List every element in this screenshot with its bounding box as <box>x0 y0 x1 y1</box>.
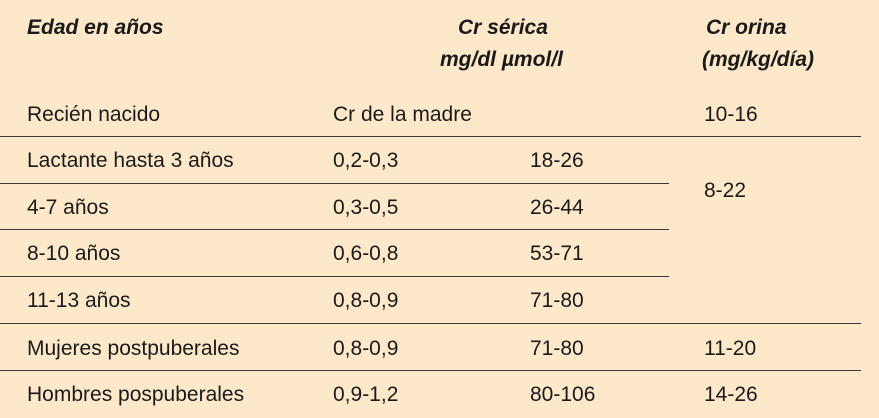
row-2-mgdl: 0,3-0,5 <box>333 196 399 219</box>
row-5-orina: 11-20 <box>704 337 757 360</box>
row-1-umol: 18-26 <box>530 149 584 172</box>
row-3-umol: 53-71 <box>530 242 584 265</box>
row-1-mgdl: 0,2-0,3 <box>333 149 399 172</box>
header-cr-orina-units: (mg/kg/día) <box>702 48 815 71</box>
row-5-edad: Mujeres postpuberales <box>27 337 240 360</box>
row-0-orina: 10-16 <box>704 103 758 126</box>
row-2-umol: 26-44 <box>530 196 584 219</box>
row-5-umol: 71-80 <box>530 337 584 360</box>
header-edad: Edad en años <box>27 16 164 39</box>
row-5-mgdl: 0,8-0,9 <box>333 337 399 360</box>
row-divider <box>0 183 669 184</box>
row-6-umol: 80-106 <box>530 383 596 406</box>
row-divider <box>0 323 861 324</box>
row-3-edad: 8-10 años <box>27 242 121 265</box>
row-6-edad: Hombres pospuberales <box>27 383 245 406</box>
row-4-mgdl: 0,8-0,9 <box>333 289 399 312</box>
row-divider <box>0 370 861 371</box>
row-0-mgdl: Cr de la madre <box>333 103 472 126</box>
row-divider <box>0 229 669 230</box>
row-4-umol: 71-80 <box>530 289 584 312</box>
header-cr-orina: Cr orina <box>706 16 787 39</box>
row-6-orina: 14-26 <box>704 383 758 406</box>
header-cr-serica-units: mg/dl µmol/l <box>440 48 563 71</box>
row-divider <box>0 276 669 277</box>
row-4-edad: 11-13 años <box>27 289 131 312</box>
row-divider <box>0 136 861 137</box>
row-3-mgdl: 0,6-0,8 <box>333 242 399 265</box>
header-cr-serica: Cr sérica <box>458 16 548 39</box>
row-2-edad: 4-7 años <box>27 196 109 219</box>
row-1-edad: Lactante hasta 3 años <box>27 149 234 172</box>
row-6-mgdl: 0,9-1,2 <box>333 383 399 406</box>
merged-orina: 8-22 <box>704 179 747 202</box>
row-0-edad: Recién nacido <box>27 103 161 126</box>
